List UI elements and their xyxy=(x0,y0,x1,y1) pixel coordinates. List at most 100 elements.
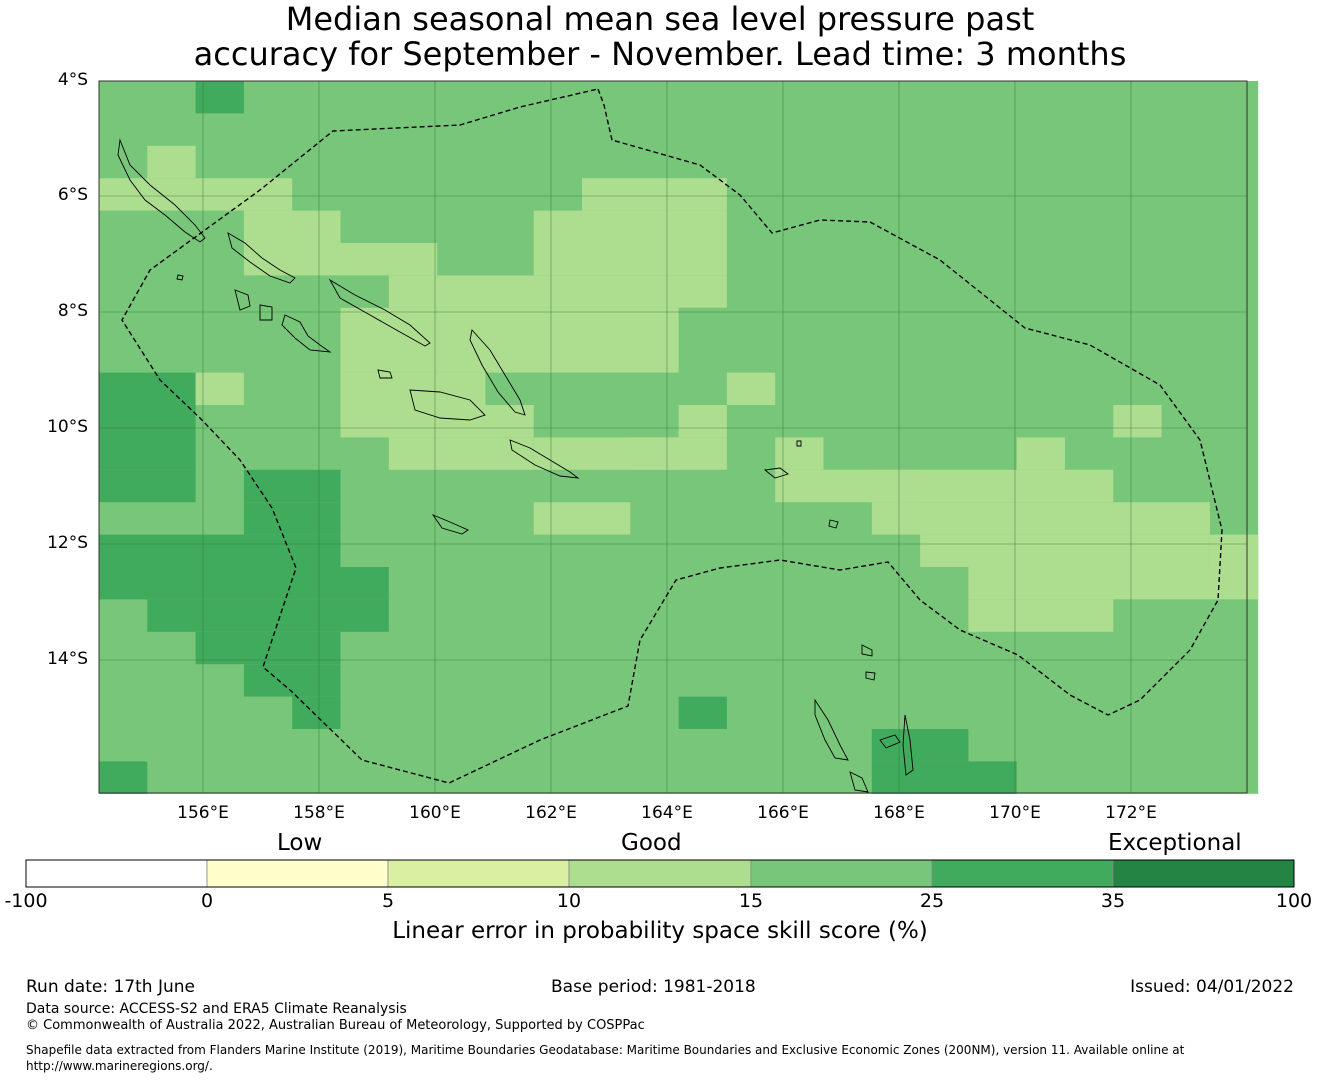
island-coastline xyxy=(865,671,876,681)
lon-label-170e: 170°E xyxy=(989,803,1041,823)
grid-cell xyxy=(292,696,341,729)
grid-cell xyxy=(533,502,631,535)
graticule xyxy=(99,81,1247,793)
grid-cell xyxy=(1016,437,1065,470)
colorbar-tick: 15 xyxy=(738,890,764,912)
island-coastline xyxy=(763,467,789,479)
lon-label-164e: 164°E xyxy=(641,803,693,823)
island-coastline xyxy=(377,369,393,379)
island-coastline xyxy=(796,440,802,447)
island-coastline xyxy=(227,232,296,284)
base-period: Base period: 1981-2018 xyxy=(551,977,756,997)
island-coastline xyxy=(328,278,431,347)
grid-cell xyxy=(533,243,727,276)
grid-cell xyxy=(99,469,196,503)
grid-cell xyxy=(871,502,1210,535)
grid-cell xyxy=(871,761,1017,794)
grid-cell xyxy=(388,437,534,470)
grid-cell xyxy=(340,243,438,276)
colorbar-segment xyxy=(387,859,570,888)
grid-cell xyxy=(99,372,196,405)
grid-cell xyxy=(195,81,244,114)
colorbar-tick: 25 xyxy=(919,890,945,912)
colorbar-segment xyxy=(1112,859,1295,888)
grid-cell xyxy=(99,761,148,794)
island-coastline xyxy=(902,714,914,776)
lat-label-4s: 4°S xyxy=(57,70,88,90)
grid-cell xyxy=(147,599,389,632)
colorbar-segment xyxy=(25,859,208,888)
island-coastline xyxy=(234,289,251,311)
lon-label-166e: 166°E xyxy=(757,803,809,823)
data-source: Data source: ACCESS-S2 and ERA5 Climate … xyxy=(26,1001,407,1017)
grid-cell xyxy=(678,405,727,438)
grid-cell xyxy=(437,307,679,373)
colorbar-tick: 0 xyxy=(200,890,214,912)
grid-cell xyxy=(920,534,1210,567)
lon-label-160e: 160°E xyxy=(409,803,461,823)
grid-cell xyxy=(968,567,1259,600)
colorbar-segment xyxy=(568,859,752,888)
grid-cell xyxy=(871,729,969,762)
island-coastline xyxy=(409,389,486,421)
island-coastline xyxy=(431,514,469,535)
lat-label-12s: 12°S xyxy=(47,533,88,553)
grid-cell xyxy=(340,372,486,405)
lon-label-168e: 168°E xyxy=(873,803,925,823)
island-coastline xyxy=(117,138,206,243)
grid-cell xyxy=(243,469,341,503)
grid-cell xyxy=(533,210,727,243)
skill-grid xyxy=(99,81,1259,794)
grid-cell xyxy=(99,534,341,567)
colorbar-segment xyxy=(931,859,1114,888)
island-coastline xyxy=(814,698,849,761)
grid-cell xyxy=(99,567,389,600)
lat-label-8s: 8°S xyxy=(57,301,88,321)
lat-label-10s: 10°S xyxy=(47,417,88,437)
colorbar-segment xyxy=(206,859,389,888)
map-frame xyxy=(98,80,1248,794)
legend-category-good: Good xyxy=(621,830,682,856)
grid-cell xyxy=(823,469,1114,503)
eez-boundary xyxy=(121,88,1223,784)
grid-cell xyxy=(99,178,293,211)
grid-cell xyxy=(243,210,341,276)
grid-cell xyxy=(195,372,244,405)
issued-date: Issued: 04/01/2022 xyxy=(1130,977,1294,997)
chart-title-line-2: accuracy for September - November. Lead … xyxy=(193,35,1127,73)
colorbar xyxy=(25,859,1295,888)
colorbar-tick: 5 xyxy=(381,890,395,912)
colorbar-label: Linear error in probability space skill … xyxy=(392,918,928,944)
coastlines xyxy=(117,138,914,793)
grid-cell xyxy=(775,437,824,470)
grid-cell xyxy=(340,307,438,373)
grid-cell xyxy=(243,502,341,535)
grid-cell xyxy=(968,599,1114,632)
colorbar-frame xyxy=(25,859,1295,888)
grid-cell xyxy=(1113,405,1162,438)
island-coastline xyxy=(509,439,580,479)
lon-label-156e: 156°E xyxy=(177,803,229,823)
island-coastline xyxy=(176,274,184,281)
shapefile-credit: Shapefile data extracted from Flanders M… xyxy=(26,1043,1185,1073)
island-coastline xyxy=(879,734,901,749)
grid-cell xyxy=(195,631,341,665)
legend-category-exceptional: Exceptional xyxy=(1108,830,1242,856)
chart-title-line-1: Median seasonal mean sea level pressure … xyxy=(285,0,1035,38)
grid-cell xyxy=(99,405,196,470)
grid-cell xyxy=(775,469,824,503)
grid-cell xyxy=(1209,534,1259,567)
lon-label-162e: 162°E xyxy=(525,803,577,823)
grid-cell xyxy=(726,372,776,405)
colorbar-tick: 10 xyxy=(556,890,582,912)
island-coastline xyxy=(828,519,839,529)
island-coastline xyxy=(259,304,273,321)
colorbar-segment xyxy=(750,859,933,888)
grid-cell xyxy=(582,178,727,211)
island-coastline xyxy=(861,644,873,657)
island-coastline xyxy=(849,771,869,793)
grid-cell xyxy=(678,696,727,729)
lon-label-172e: 172°E xyxy=(1105,803,1157,823)
copyright: © Commonwealth of Australia 2022, Austra… xyxy=(26,1018,645,1033)
